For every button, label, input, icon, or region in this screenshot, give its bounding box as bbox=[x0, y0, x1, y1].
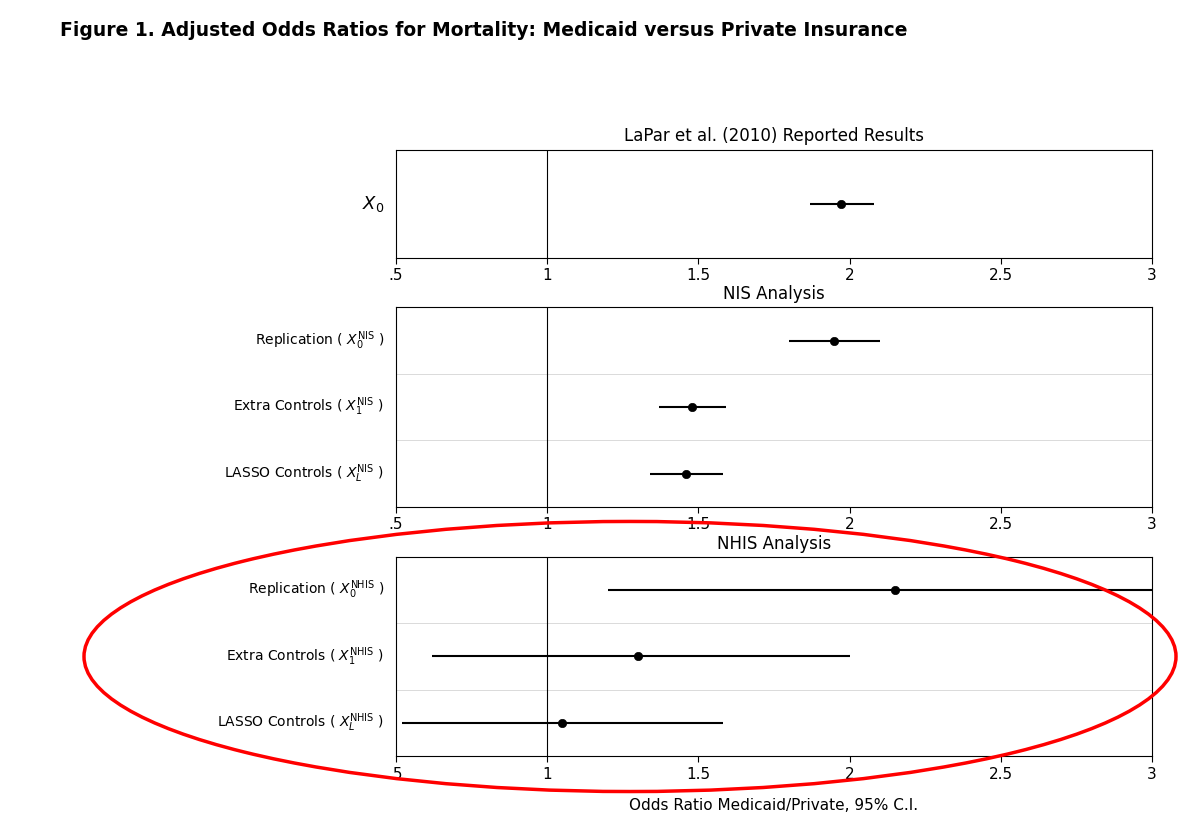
Text: Figure 1. Adjusted Odds Ratios for Mortality: Medicaid versus Private Insurance: Figure 1. Adjusted Odds Ratios for Morta… bbox=[60, 21, 907, 40]
Text: Extra Controls ( $\mathit{X}_{1}^{\mathregular{NHIS}}$ ): Extra Controls ( $\mathit{X}_{1}^{\mathr… bbox=[227, 645, 384, 668]
Text: LaPar et al. (2010) Reported Results: LaPar et al. (2010) Reported Results bbox=[624, 127, 924, 145]
Text: Odds Ratio Medicaid/Private, 95% C.I.: Odds Ratio Medicaid/Private, 95% C.I. bbox=[630, 798, 918, 813]
Text: LASSO Controls ( $\mathit{X}_{L}^{\mathregular{NHIS}}$ ): LASSO Controls ( $\mathit{X}_{L}^{\mathr… bbox=[217, 711, 384, 735]
Text: LASSO Controls ( $\mathit{X}_{L}^{\mathregular{NIS}}$ ): LASSO Controls ( $\mathit{X}_{L}^{\mathr… bbox=[224, 462, 384, 485]
Text: Replication ( $\mathit{X}_{0}^{\mathregular{NIS}}$ ): Replication ( $\mathit{X}_{0}^{\mathregu… bbox=[254, 329, 384, 352]
Text: $\mathit{X}_0$: $\mathit{X}_0$ bbox=[361, 194, 384, 214]
Text: NIS Analysis: NIS Analysis bbox=[724, 285, 824, 303]
Text: Replication ( $\mathit{X}_{0}^{\mathregular{NHIS}}$ ): Replication ( $\mathit{X}_{0}^{\mathregu… bbox=[247, 578, 384, 602]
Text: Extra Controls ( $\mathit{X}_{1}^{\mathregular{NIS}}$ ): Extra Controls ( $\mathit{X}_{1}^{\mathr… bbox=[233, 396, 384, 419]
Text: NHIS Analysis: NHIS Analysis bbox=[716, 534, 832, 553]
